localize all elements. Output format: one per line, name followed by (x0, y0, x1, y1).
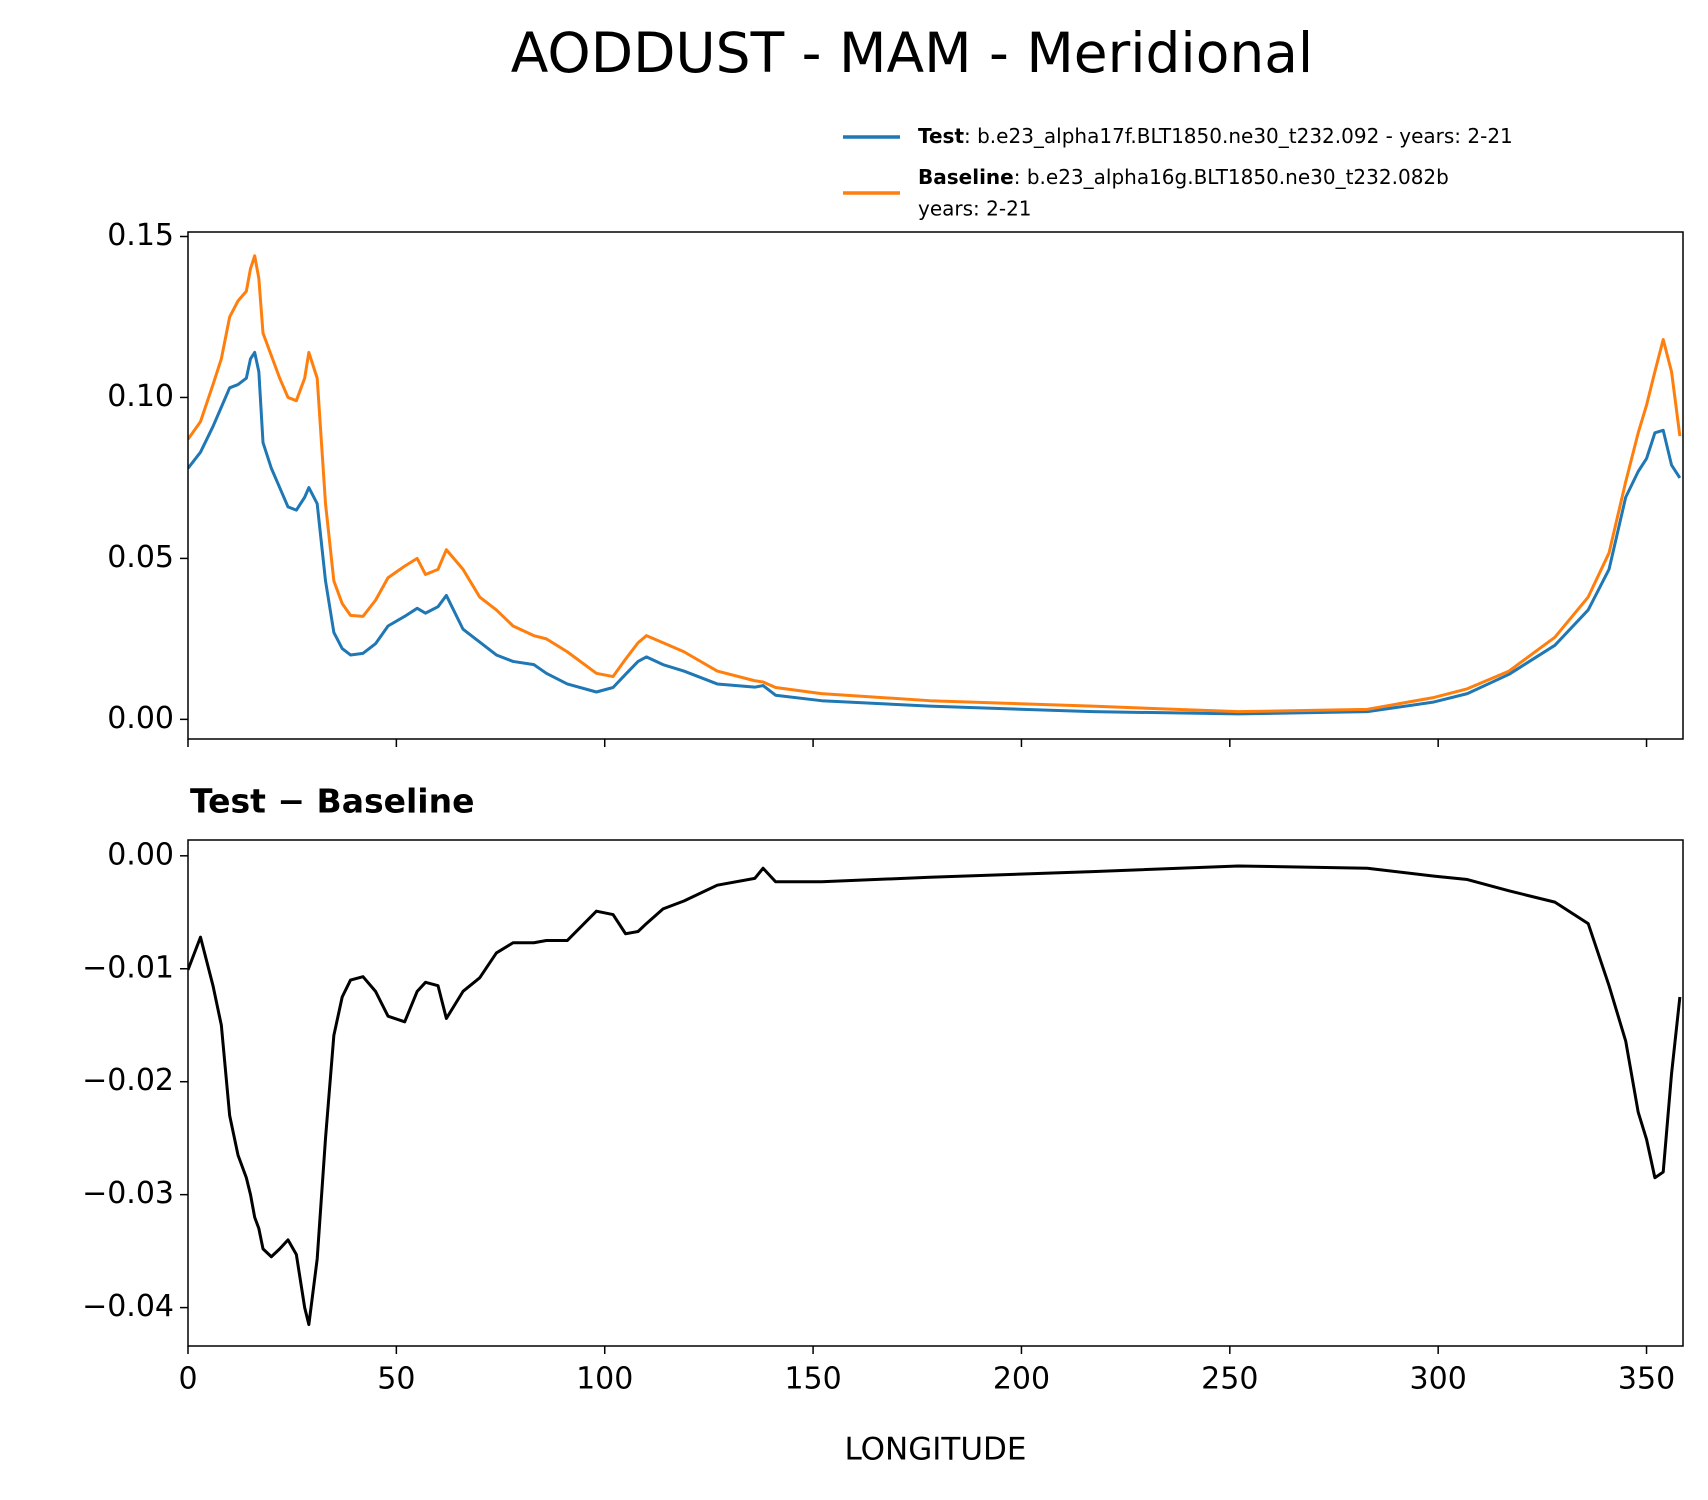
x-tick-label: 0 (178, 1362, 197, 1397)
x-tick-label: 250 (1201, 1362, 1258, 1397)
axes-frame (187, 231, 1684, 740)
y-tick-label: −0.03 (82, 1176, 174, 1211)
x-tick-label: 350 (1618, 1362, 1675, 1397)
x-axis-label: LONGITUDE (844, 1432, 1026, 1468)
data-line (188, 254, 1682, 714)
legend-series-name: Baseline (918, 165, 1014, 189)
x-tick-label: 50 (377, 1362, 415, 1397)
figure-title: AODDUST - MAM - Meridional (511, 21, 1313, 85)
legend-description: years: 2-21 (918, 197, 1032, 221)
legend-label: Test: b.e23_alpha17f.BLT1850.ne30_t232.0… (918, 124, 1513, 148)
data-line (188, 350, 1682, 716)
legend-description: : b.e23_alpha16g.BLT1850.ne30_t232.082b (1014, 165, 1449, 189)
legend-description: : b.e23_alpha17f.BLT1850.ne30_t232.092 -… (964, 124, 1513, 148)
y-tick-label: 0.00 (107, 837, 174, 872)
y-tick-label: −0.02 (82, 1063, 174, 1098)
legend-series-name: Test (918, 124, 964, 148)
axes-frame (187, 839, 1684, 1347)
y-tick-label: 0.00 (107, 701, 174, 736)
y-tick-label: 0.05 (107, 540, 174, 575)
legend-label: Baseline: b.e23_alpha16g.BLT1850.ne30_t2… (918, 165, 1449, 189)
y-tick-label: 0.15 (107, 218, 174, 253)
x-tick-label: 200 (993, 1362, 1050, 1397)
x-tick-label: 150 (784, 1362, 841, 1397)
x-tick-label: 100 (576, 1362, 633, 1397)
x-tick-label: 300 (1410, 1362, 1467, 1397)
subplot-title: Test − Baseline (190, 782, 475, 821)
y-tick-label: −0.04 (82, 1289, 174, 1324)
y-tick-label: 0.10 (107, 379, 174, 414)
y-tick-label: −0.01 (82, 950, 174, 985)
data-line (188, 864, 1682, 1327)
